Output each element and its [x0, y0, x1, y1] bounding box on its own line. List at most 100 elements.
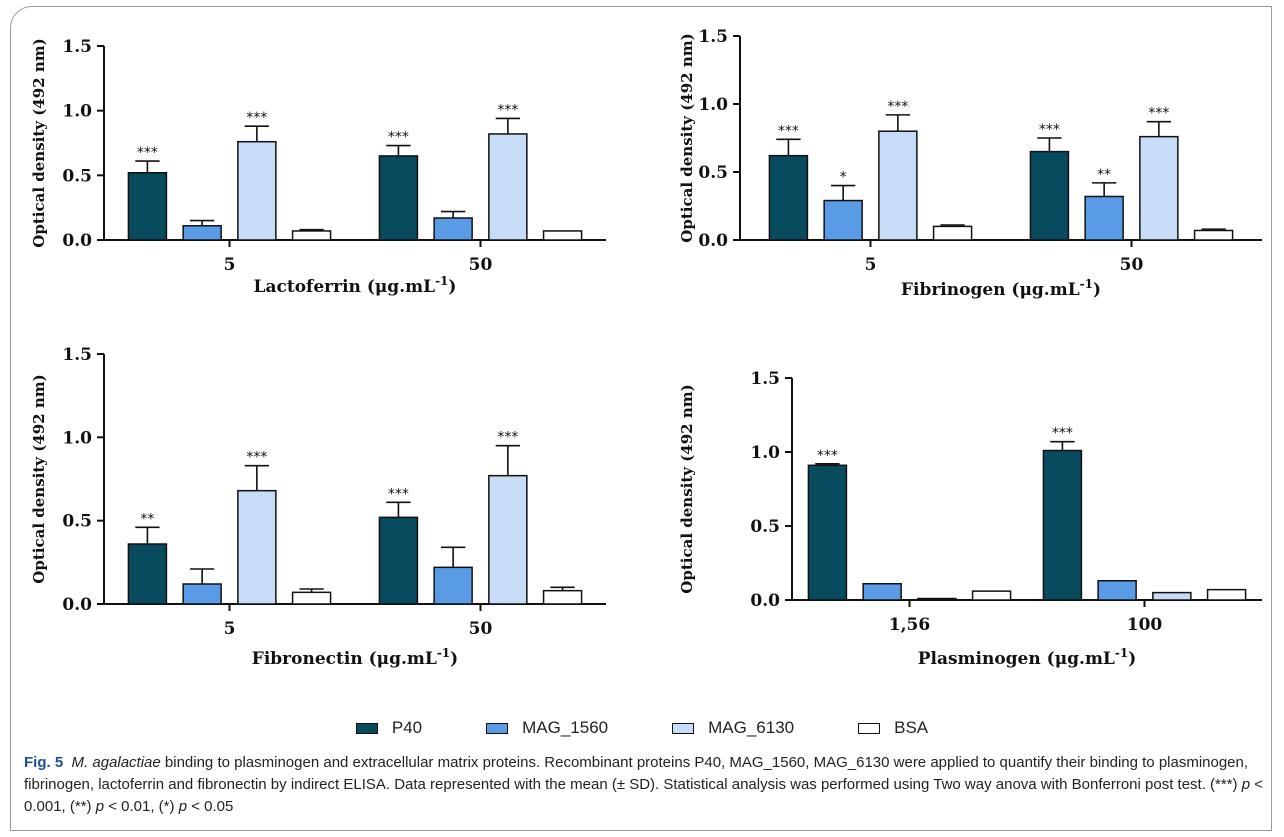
x-tick-label: 5 [224, 619, 236, 639]
bar-mag-6130 [1152, 591, 1192, 601]
x-tick-label: 1,56 [889, 615, 930, 635]
y-tick-label: 1.5 [62, 345, 92, 365]
y-axis-label: Optical density (492 nm) [30, 374, 48, 583]
y-tick-label: 1.0 [62, 102, 92, 122]
bar-mag-1560 [433, 217, 473, 241]
caption-p1: p [1241, 776, 1251, 793]
caption-p3: p [178, 798, 188, 815]
bar-mag-1560 [1097, 580, 1137, 601]
x-tick-label: 5 [224, 255, 236, 275]
bar-p40 [768, 154, 809, 241]
y-axis-label: Optical density (492 nm) [678, 384, 696, 593]
significance-label: *** [246, 110, 267, 126]
bar-mag-1560 [1084, 195, 1124, 241]
bar-bsa [291, 230, 332, 241]
significance-label: *** [246, 450, 267, 466]
significance-label: *** [1148, 106, 1169, 122]
significance-label: *** [778, 123, 799, 139]
bar-mag-6130 [237, 489, 277, 605]
legend: P40 MAG_1560 MAG_6130 BSA [0, 718, 1284, 738]
x-tick-label: 50 [1120, 255, 1144, 275]
x-tick-label: 5 [865, 255, 877, 275]
significance-label: ** [140, 511, 154, 527]
legend-item-p40: P40 [355, 718, 423, 738]
significance-label: *** [817, 448, 838, 464]
x-tick-label: 50 [469, 255, 493, 275]
bar-mag-6130 [878, 130, 918, 241]
bar-p40 [378, 516, 419, 605]
x-axis-label: Lactoferrin (μg.mL-1) [254, 274, 457, 297]
bar-mag-1560 [823, 199, 863, 241]
bar-mag-6130 [237, 140, 277, 241]
legend-swatch-mag6130 [672, 722, 695, 734]
bar-mag-1560 [182, 225, 222, 241]
legend-item-mag1560: MAG_1560 [486, 718, 608, 738]
y-tick-label: 1.5 [750, 369, 780, 389]
x-axis-label: Plasminogen (μg.mL-1) [918, 646, 1137, 669]
bar-mag-6130 [488, 474, 528, 605]
y-axis-label: Optical density (492 nm) [30, 38, 48, 247]
chart-panel-4: 0.0 0.5 1.0 1.5 Optical density (492 nm) 1,56… [678, 369, 1262, 669]
bar-mag-6130 [1139, 135, 1179, 241]
significance-label: *** [497, 430, 518, 446]
significance-label: *** [388, 486, 409, 502]
y-tick-label: 0.0 [750, 591, 780, 611]
y-tick-label: 0.5 [62, 166, 92, 186]
significance-label: ** [1097, 167, 1111, 183]
y-tick-label: 0.5 [62, 512, 92, 532]
bar-p40 [807, 464, 848, 601]
bar-mag-6130 [488, 133, 528, 241]
bar-mag-6130 [917, 597, 957, 601]
bar-mag-1560 [862, 582, 902, 601]
caption-t1: < 0.001, (**) [24, 776, 1263, 815]
bar-bsa [1193, 229, 1234, 241]
bar-mag-1560 [182, 583, 222, 605]
y-tick-label: 1.0 [62, 428, 92, 448]
legend-label-p40: P40 [391, 718, 423, 737]
significance-label: *** [137, 145, 158, 161]
bar-p40 [378, 155, 419, 241]
caption-t2: < 0.01, (*) [104, 798, 179, 815]
bar-bsa [291, 591, 332, 605]
significance-label: *** [388, 130, 409, 146]
bar-mag-1560 [433, 566, 473, 605]
y-tick-label: 0.5 [698, 163, 728, 183]
legend-label-bsa: BSA [894, 718, 929, 737]
y-tick-label: 1.5 [62, 37, 92, 57]
y-axis-label: Optical density (492 nm) [678, 33, 696, 242]
legend-swatch-bsa [858, 722, 881, 734]
legend-swatch-p40 [355, 722, 378, 734]
y-tick-label: 0.0 [62, 595, 92, 615]
bar-bsa [542, 589, 583, 605]
bar-bsa [932, 225, 973, 241]
y-tick-label: 1.0 [750, 443, 780, 463]
bar-bsa [542, 230, 583, 241]
significance-label: *** [887, 99, 908, 115]
legend-item-mag6130: MAG_6130 [672, 718, 794, 738]
bar-bsa [971, 590, 1012, 601]
caption-text: binding to plasminogen and extracellular… [24, 754, 1249, 793]
caption-species: M. agalactiae [71, 754, 161, 771]
bar-p40 [127, 171, 168, 241]
y-tick-label: 1.5 [698, 27, 728, 47]
figure-caption: Fig. 5 M. agalactiae binding to plasmino… [24, 752, 1264, 818]
caption-t3: < 0.05 [187, 798, 234, 815]
legend-label-mag1560: MAG_1560 [522, 718, 609, 737]
x-axis-label: Fibronectin (μg.mL-1) [252, 646, 458, 669]
significance-label: *** [1039, 122, 1060, 138]
chart-panel-1: 0.0 0.5 1.0 1.5 Optical density (492 nm) 5 ***… [30, 37, 606, 297]
x-tick-label: 50 [469, 619, 493, 639]
bar-p40 [127, 543, 168, 605]
significance-label: *** [1052, 426, 1073, 442]
y-tick-label: 0.0 [698, 231, 728, 251]
bar-bsa [1206, 588, 1247, 601]
caption-p2: p [95, 798, 105, 815]
x-axis-label: Fibrinogen (μg.mL-1) [901, 277, 1101, 300]
y-tick-label: 1.0 [698, 95, 728, 115]
y-tick-label: 0.0 [62, 231, 92, 251]
legend-swatch-mag1560 [486, 722, 509, 734]
y-tick-label: 0.5 [750, 517, 780, 537]
